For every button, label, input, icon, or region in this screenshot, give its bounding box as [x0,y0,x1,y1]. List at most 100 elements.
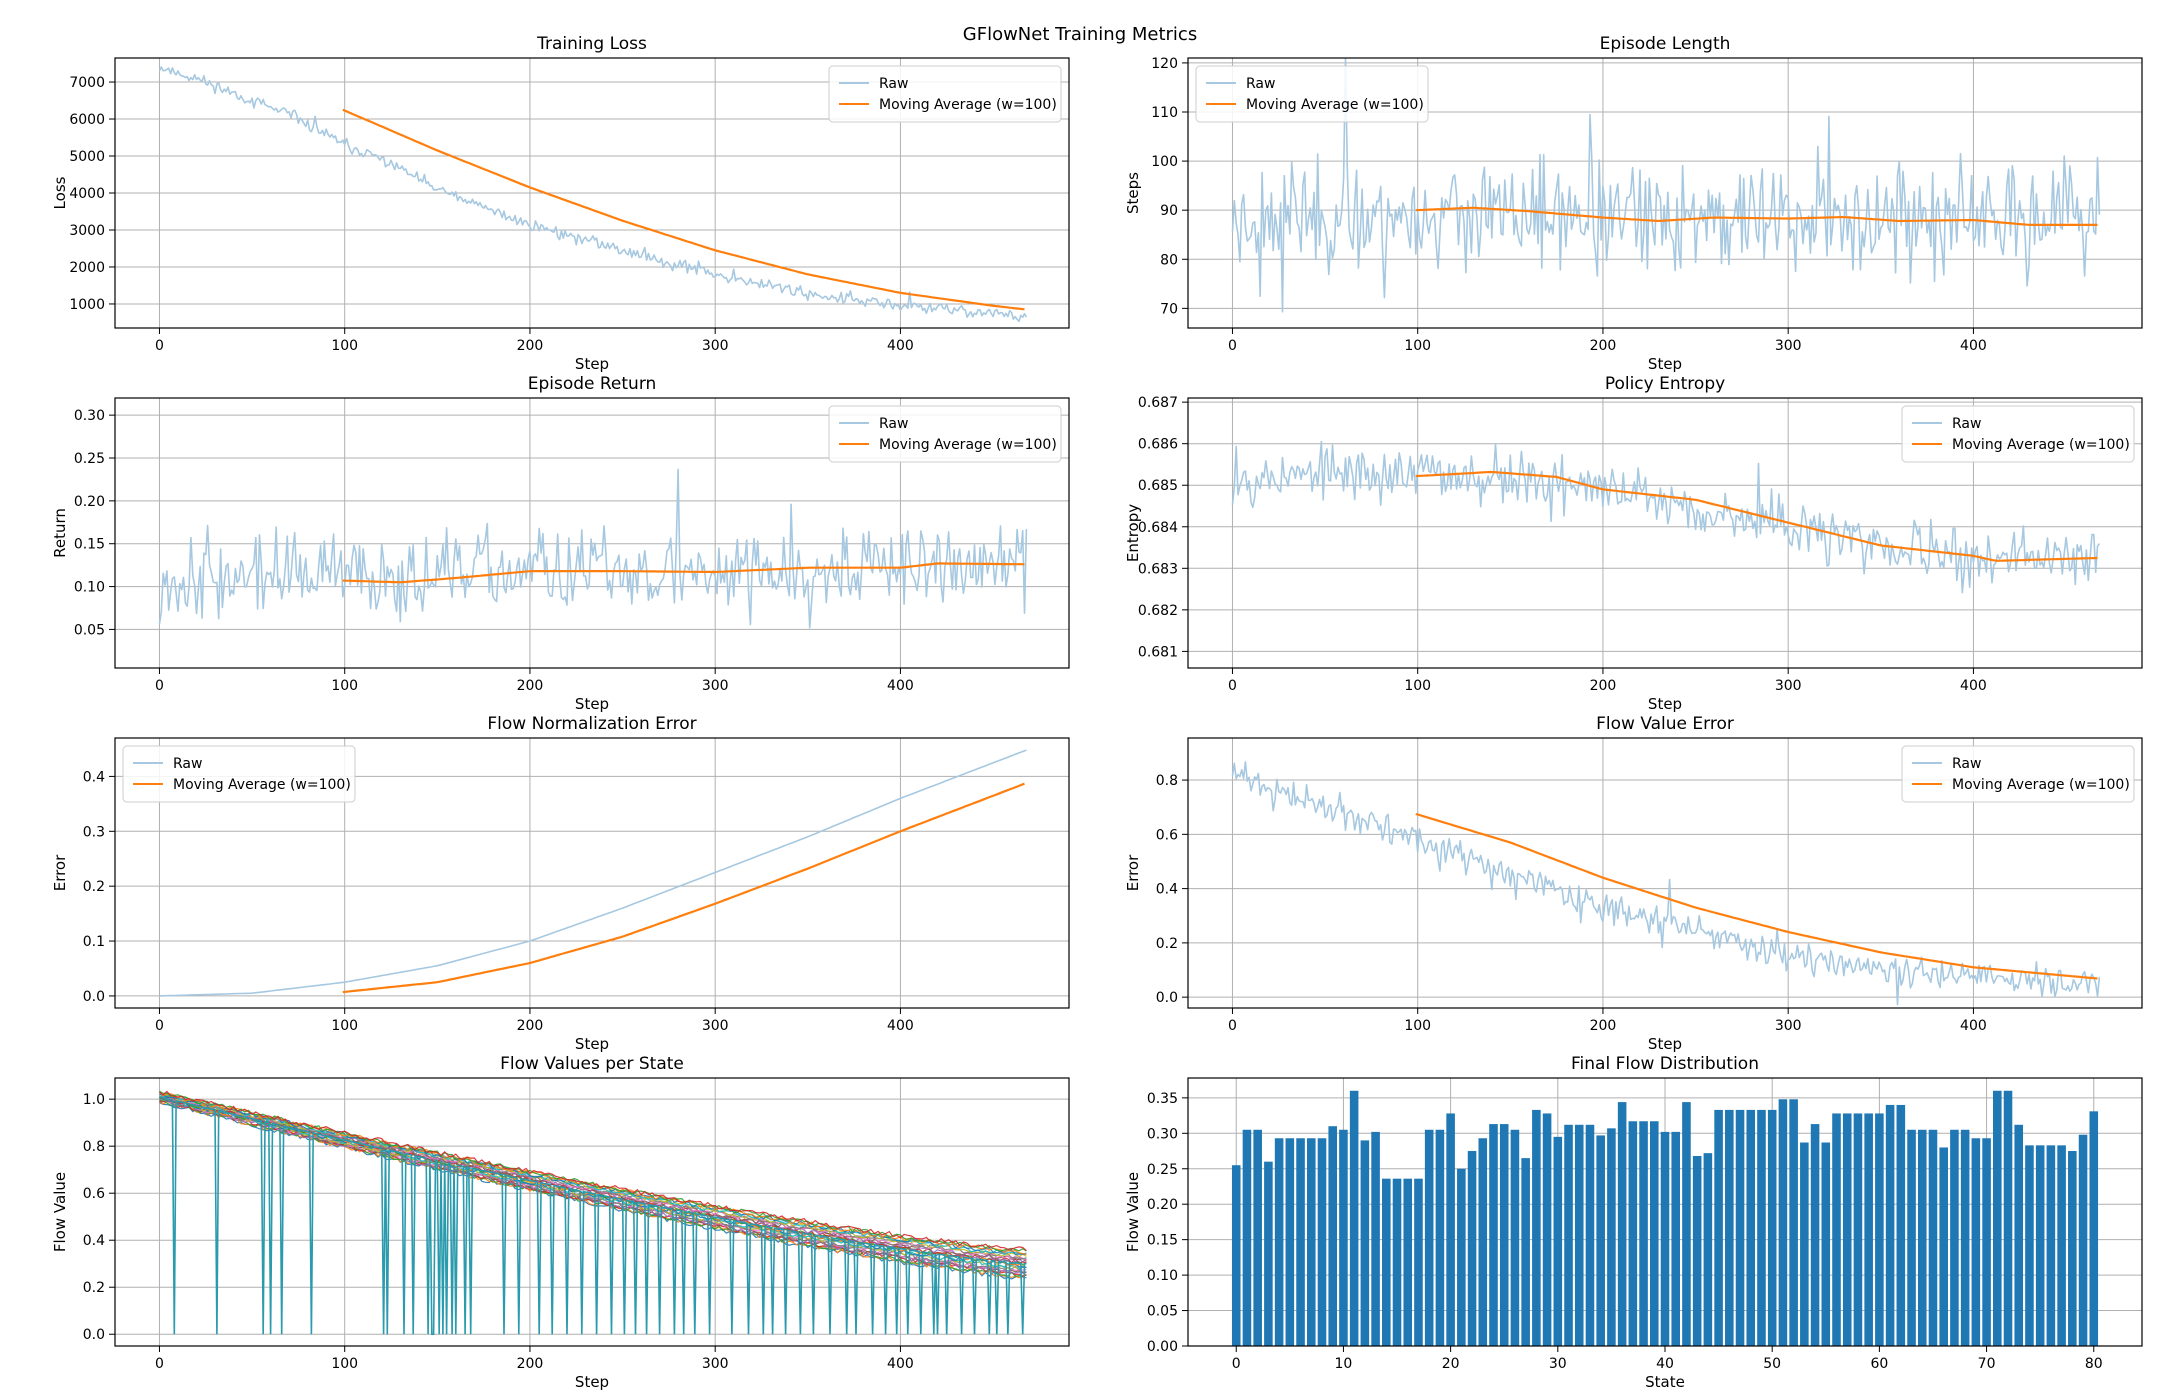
x-tick-label: 300 [702,338,729,354]
x-axis-label: Step [1648,355,1682,373]
y-axis-label: Flow Value [51,1172,69,1252]
y-tick-label: 0.8 [1156,773,1178,789]
data-return [158,468,1028,629]
x-tick-label: 30 [1549,1356,1567,1372]
axes-frame [1187,397,2143,669]
x-axis-label: Step [575,695,609,713]
y-tick-label: 0.30 [1147,1126,1178,1142]
state-flow-line-collapsing [159,1096,1027,1335]
x-tick-label: 40 [1656,1356,1674,1372]
bar-state-24 [1489,1124,1498,1346]
axes-frame [1187,1077,2143,1347]
bar-state-15 [1392,1178,1402,1346]
bar-state-50 [1767,1109,1777,1346]
bar-state-35 [1607,1128,1616,1346]
bar-state-65 [1928,1129,1938,1346]
bar-state-60 [1875,1113,1884,1346]
bar-state-53 [1800,1142,1809,1346]
moving-average-line [342,108,1025,311]
y-axis-label: Entropy [1124,504,1142,562]
bar-state-18 [1424,1129,1434,1346]
state-flow-line [159,1090,1027,1252]
bar-state-44 [1703,1153,1713,1346]
legend-flowvalerr: Raw Moving Average (w=100) [1901,745,2135,803]
x-tick-label: 200 [1590,338,1617,354]
bar-state-46 [1725,1109,1734,1346]
plot-title: Flow Values per State [500,1054,684,1074]
bar-state-40 [1660,1131,1670,1346]
bar-state-63 [1907,1129,1916,1346]
x-tick-label: 70 [1978,1356,1996,1372]
plot-flownorm: 0 100 200 300 400 0.0 0.1 0.2 0.3 0.4 Raw Moving Av… [51,714,1070,1053]
moving-average-line [1415,206,2098,226]
data-entropy [1231,440,2101,594]
y-tick-label: 0.686 [1138,437,1178,453]
bar-state-12 [1360,1140,1370,1346]
bar-state-28 [1532,1109,1541,1346]
bar-state-0 [1231,1165,1241,1346]
bar-state-10 [1339,1129,1348,1346]
legend-box [828,65,1062,123]
bar-state-21 [1457,1168,1466,1346]
y-tick-label: 100 [1151,154,1178,170]
x-tick-label: 400 [887,1356,914,1372]
bar-state-25 [1499,1124,1509,1346]
y-tick-label: 0.684 [1138,520,1178,536]
y-tick-label: 0.0 [83,989,105,1005]
bar-state-56 [1832,1113,1841,1346]
bar-state-80 [2089,1111,2099,1346]
y-tick-label: 0.4 [83,769,105,785]
bar-state-34 [1596,1135,1605,1346]
y-tick-label: 0.2 [83,1280,105,1296]
y-tick-label: 0.4 [83,1233,105,1249]
legend-label: Raw [1952,416,1981,432]
x-axis-label: Step [575,355,609,373]
plot-flowvalues: 0 100 200 300 400 0.0 0.2 0.4 0.6 0.8 1.0 Flow Valu… [51,1054,1070,1391]
bar-state-2 [1253,1129,1262,1346]
bar-state-22 [1467,1151,1477,1346]
plot-title: Episode Return [528,374,657,394]
legend-box [1901,405,2135,463]
y-tick-label: 1.0 [83,1092,105,1108]
legend-label: Moving Average (w=100) [1952,437,2130,453]
x-tick-label: 300 [1775,678,1802,694]
plot-loss: 0 100 200 300 400 1000 2000 3000 4000 5000 6000 700… [51,34,1070,373]
bar-state-76 [2046,1145,2056,1346]
x-tick-label: 400 [1960,678,1987,694]
raw-series-line [159,749,1027,997]
y-tick-label: 0.0 [1156,990,1178,1006]
x-tick-label: 100 [1404,678,1431,694]
bar-state-74 [2025,1145,2034,1346]
raw-series-line [158,468,1028,629]
x-tick-label: 400 [887,678,914,694]
bar-state-47 [1735,1109,1745,1346]
y-tick-label: 0.1 [83,934,105,950]
plot-flowvalerr: 0 100 200 300 400 0.0 0.2 0.4 0.6 0.8 Raw Moving Av… [1124,714,2143,1053]
y-axis-label: Return [51,508,69,558]
moving-average-line [342,782,1025,994]
x-tick-label: 0 [1228,678,1237,694]
x-tick-label: 100 [1404,1018,1431,1034]
y-tick-label: 0.0 [83,1327,105,1343]
plot-title: Final Flow Distribution [1571,1054,1759,1074]
plot-title: Episode Length [1600,34,1731,54]
bar-state-64 [1917,1129,1927,1346]
raw-series-line [1231,440,2101,594]
x-tick-label: 100 [331,1018,358,1034]
x-tick-label: 60 [1870,1356,1888,1372]
bar-state-13 [1371,1131,1380,1346]
y-tick-label: 0.683 [1138,561,1178,577]
moving-average-line [1415,470,2098,562]
x-axis-label: Step [575,1035,609,1053]
bar-state-17 [1414,1178,1423,1346]
x-tick-label: 100 [1404,338,1431,354]
x-tick-label: 200 [517,338,544,354]
bar-state-51 [1778,1099,1788,1346]
x-tick-label: 0 [1228,1018,1237,1034]
y-tick-label: 0.15 [1147,1233,1178,1249]
x-tick-label: 200 [1590,1018,1617,1034]
bar-state-45 [1714,1109,1723,1346]
x-axis-label: Step [1648,1035,1682,1053]
y-tick-label: 7000 [69,75,105,91]
